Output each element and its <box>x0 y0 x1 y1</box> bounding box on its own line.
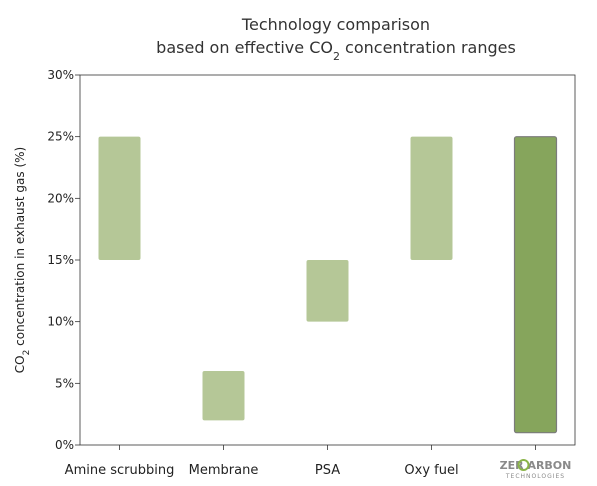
y-label-subscript: 2 <box>22 350 32 356</box>
y-tick-label: 5% <box>55 376 74 390</box>
logo-text-left: ZER <box>500 459 524 472</box>
y-ticks: 0% 5% 10% 15% 20% 25% 30% <box>47 68 80 452</box>
x-category-label: Oxy fuel <box>404 463 458 478</box>
logo-subtitle: TECHNOLOGIES <box>505 473 565 480</box>
bars <box>98 136 558 434</box>
range-bar <box>98 136 141 260</box>
x-category-label: Amine scrubbing <box>65 463 175 478</box>
y-tick-label: 0% <box>55 438 74 452</box>
y-tick-label: 15% <box>47 253 74 267</box>
chart-title-line-2: based on effective CO2 concentration ran… <box>156 38 516 63</box>
x-ticks: Amine scrubbing Membrane PSA Oxy fuel <box>65 445 536 478</box>
x-category-label: PSA <box>315 463 340 478</box>
y-tick-label: 20% <box>47 191 74 205</box>
x-category-label: Membrane <box>189 463 259 478</box>
chart-title-line-1: Technology comparison <box>241 15 430 34</box>
zerocarbon-logo: ZER ARBON TECHNOLOGIES <box>500 459 572 480</box>
y-axis-label: CO2 concentration in exhaust gas (%) <box>13 147 32 373</box>
chart-title-subscript: 2 <box>333 50 340 63</box>
logo-text: ZER ARBON <box>500 459 572 472</box>
y-label-part: CO <box>13 355 27 373</box>
range-bar <box>306 260 349 322</box>
range-bar <box>202 371 245 421</box>
logo-text-right: ARBON <box>527 459 571 472</box>
logo-ring-icon <box>517 459 530 471</box>
range-bar <box>410 136 453 260</box>
y-label-part: concentration in exhaust gas (%) <box>13 147 27 350</box>
y-tick-label: 30% <box>47 68 74 82</box>
chart-title-part: concentration ranges <box>340 38 516 57</box>
y-tick-label: 25% <box>47 130 74 144</box>
range-bar <box>513 136 558 434</box>
y-tick-label: 10% <box>47 315 74 329</box>
chart-title-part: based on effective CO <box>156 38 333 57</box>
